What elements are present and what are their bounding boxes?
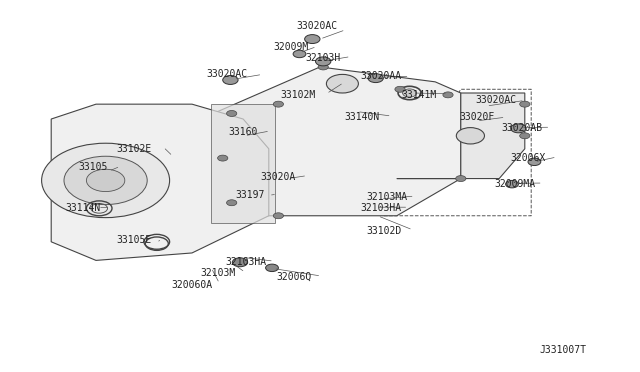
Text: 32006X: 32006X <box>510 153 546 163</box>
Text: 33160: 33160 <box>228 127 258 137</box>
Text: 33020AC: 33020AC <box>207 70 248 79</box>
Text: 33020A: 33020A <box>260 172 296 182</box>
Circle shape <box>506 180 518 188</box>
Polygon shape <box>218 67 461 216</box>
Text: 32103M: 32103M <box>200 269 236 278</box>
Circle shape <box>218 155 228 161</box>
Text: 33105E: 33105E <box>116 235 152 245</box>
Text: 33114N: 33114N <box>65 203 101 213</box>
Circle shape <box>528 158 541 166</box>
Circle shape <box>456 128 484 144</box>
Circle shape <box>86 169 125 192</box>
Circle shape <box>520 101 530 107</box>
Text: J331007T: J331007T <box>540 345 587 355</box>
Polygon shape <box>211 104 275 223</box>
Circle shape <box>403 89 417 97</box>
Circle shape <box>395 86 405 92</box>
Text: 33197: 33197 <box>235 190 264 200</box>
Circle shape <box>42 143 170 218</box>
Circle shape <box>368 74 383 83</box>
Circle shape <box>316 57 331 66</box>
Circle shape <box>227 110 237 116</box>
Text: 32103HA: 32103HA <box>360 203 401 213</box>
Text: 33105: 33105 <box>78 163 108 172</box>
Circle shape <box>64 156 147 205</box>
Text: 33020F: 33020F <box>459 112 495 122</box>
Circle shape <box>232 258 248 267</box>
Text: 33020AC: 33020AC <box>476 96 516 105</box>
Circle shape <box>511 124 526 133</box>
Circle shape <box>273 213 284 219</box>
Text: 33141M: 33141M <box>401 90 437 100</box>
Text: 33020AA: 33020AA <box>360 71 401 81</box>
Text: 32009M: 32009M <box>273 42 309 51</box>
Circle shape <box>227 200 237 206</box>
Text: 33020AB: 33020AB <box>501 124 542 133</box>
Text: 32103H: 32103H <box>305 53 341 62</box>
Circle shape <box>273 101 284 107</box>
Text: 33020AC: 33020AC <box>296 21 337 31</box>
Text: 33102D: 33102D <box>366 226 402 235</box>
Text: 32103HA: 32103HA <box>226 257 267 267</box>
Text: 32103MA: 32103MA <box>367 192 408 202</box>
Circle shape <box>223 76 238 84</box>
Circle shape <box>520 133 530 139</box>
Circle shape <box>443 92 453 98</box>
Text: 33102E: 33102E <box>116 144 152 154</box>
Circle shape <box>456 176 466 182</box>
Text: 33102M: 33102M <box>280 90 316 100</box>
Polygon shape <box>51 104 269 260</box>
Circle shape <box>318 64 328 70</box>
Circle shape <box>293 50 306 58</box>
Text: 320060A: 320060A <box>172 280 212 289</box>
Text: 32006Q: 32006Q <box>276 272 312 282</box>
Text: 32009MA: 32009MA <box>495 179 536 189</box>
Circle shape <box>305 35 320 44</box>
Text: 33140N: 33140N <box>344 112 380 122</box>
Circle shape <box>326 74 358 93</box>
Circle shape <box>266 264 278 272</box>
Polygon shape <box>397 93 525 179</box>
